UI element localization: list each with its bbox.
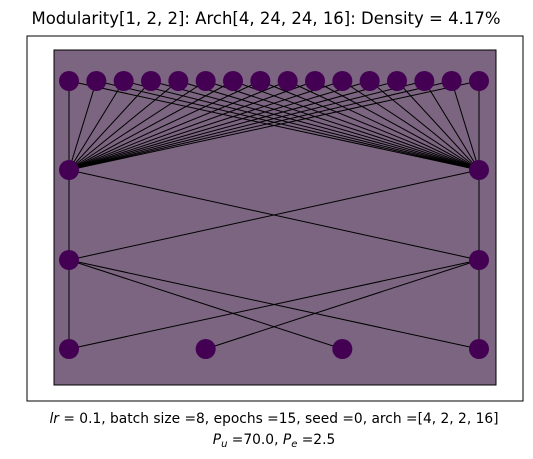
node-layer0-9 (305, 71, 325, 91)
caption-line-1: lr = 0.1, batch size =8, epochs =15, see… (49, 411, 498, 427)
edge-l2-1-l3-0 (68, 259, 480, 350)
node-group (59, 71, 489, 359)
edge-l0-5-l1-0 (68, 80, 206, 171)
node-layer3-3 (469, 339, 489, 359)
edge-l0-7-l1-0 (68, 80, 261, 171)
caption-lr-symbol: lr (49, 411, 60, 427)
caption-pu-sub: u (221, 439, 227, 450)
node-layer0-14 (441, 71, 462, 91)
edge-l0-8-l1-0 (68, 80, 288, 171)
node-layer0-0 (59, 71, 79, 91)
node-layer0-7 (250, 71, 271, 91)
edge-l0-13-l1-1 (423, 80, 480, 171)
edge-l0-6-l1-0 (68, 80, 234, 171)
node-layer2-1 (469, 250, 489, 270)
node-layer0-4 (168, 71, 189, 91)
caption-pe-value: =2.5 (297, 432, 335, 448)
node-layer0-1 (86, 71, 107, 91)
node-layer0-8 (277, 71, 298, 91)
caption-line-2: Pu =70.0, Pe =2.5 (213, 432, 335, 450)
caption-pe-symbol: P (283, 432, 292, 448)
node-layer3-2 (332, 339, 353, 359)
edge-l0-1-l1-0 (68, 80, 97, 171)
node-layer0-13 (414, 71, 435, 91)
node-layer3-1 (195, 339, 216, 359)
node-layer0-2 (113, 71, 134, 91)
edge-l0-2-l1-0 (68, 80, 125, 171)
node-layer0-6 (223, 71, 243, 91)
caption-pu-value: =70.0, (227, 432, 282, 448)
caption-line1-text: = 0.1, batch size =8, epochs =15, seed =… (59, 411, 499, 427)
node-layer0-3 (141, 71, 161, 91)
edge-group (68, 80, 480, 350)
node-layer1-0 (59, 160, 79, 180)
network-panel (53, 49, 497, 386)
edge-l0-4-l1-0 (68, 80, 179, 171)
node-layer0-12 (387, 71, 407, 91)
edge-l1-1-l2-0 (68, 169, 480, 261)
node-layer0-11 (359, 71, 380, 91)
edge-l0-3-l1-0 (68, 80, 152, 171)
caption-pe-sub: e (291, 439, 297, 450)
node-layer0-10 (332, 71, 353, 91)
edge-l0-14-l1-0 (68, 80, 452, 171)
edge-l0-15-l1-0 (68, 80, 480, 171)
edge-l0-9-l1-0 (68, 80, 316, 171)
edge-l0-13-l1-0 (68, 80, 425, 171)
edge-l2-0-l3-2 (68, 259, 343, 350)
edge-l0-11-l1-0 (68, 80, 370, 171)
edge-l0-14-l1-1 (451, 80, 480, 171)
caption-pu-symbol: P (213, 432, 222, 448)
figure-title: Modularity[1, 2, 2]: Arch[4, 24, 24, 16]… (31, 9, 500, 28)
edge-l0-12-l1-0 (68, 80, 398, 171)
edge-l0-10-l1-0 (68, 80, 343, 171)
node-layer2-0 (59, 250, 79, 270)
node-layer1-1 (469, 160, 489, 180)
edge-l2-1-l3-1 (205, 259, 480, 350)
node-layer0-15 (469, 71, 489, 91)
node-layer0-5 (195, 71, 216, 91)
node-layer3-0 (59, 339, 79, 359)
